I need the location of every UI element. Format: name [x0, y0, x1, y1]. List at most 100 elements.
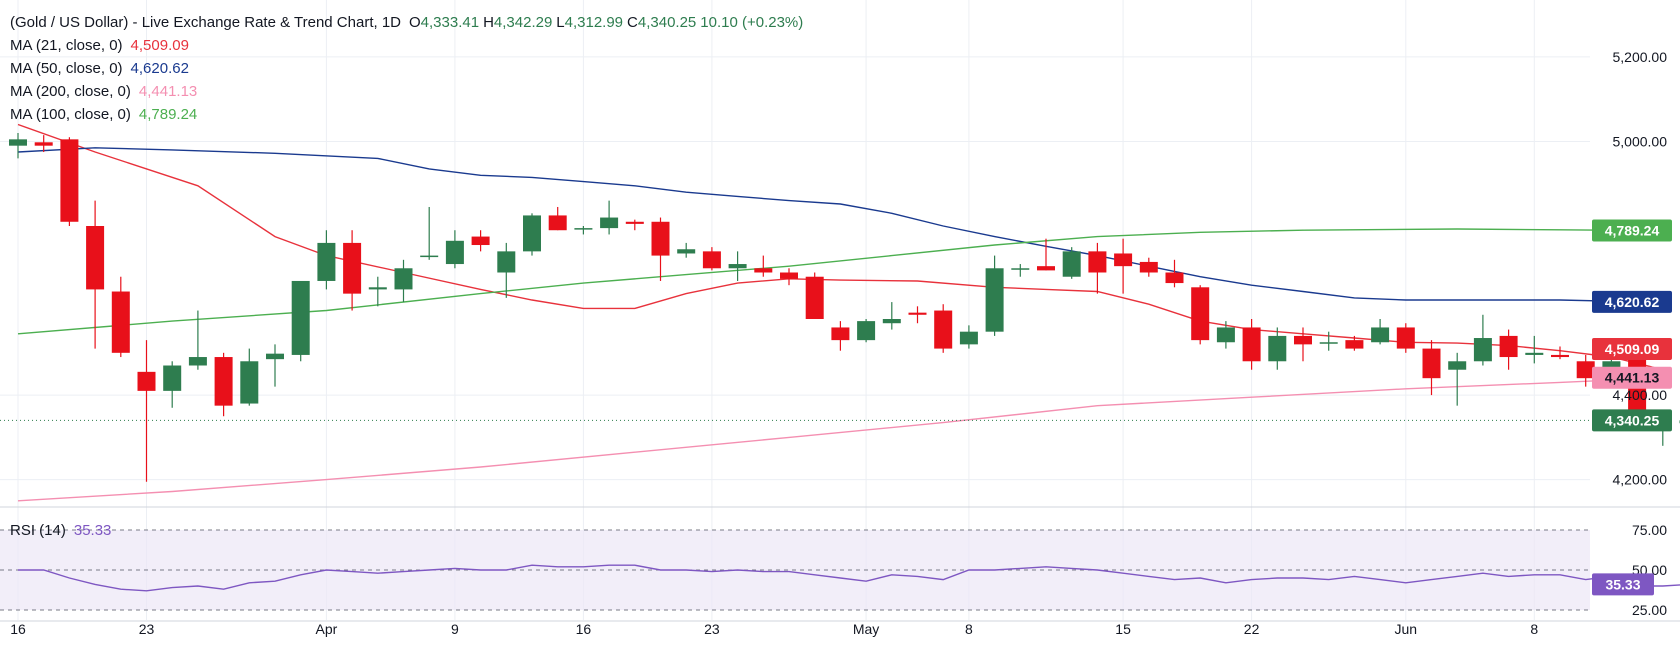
- candle[interactable]: [1166, 260, 1184, 287]
- header-open-value: 4,333.41: [421, 14, 479, 31]
- candle[interactable]: [1243, 319, 1261, 370]
- chart-title: (Gold / US Dollar) - Live Exchange Rate …: [10, 14, 803, 31]
- candle[interactable]: [292, 281, 310, 361]
- candle[interactable]: [677, 243, 695, 258]
- candle[interactable]: [1397, 323, 1415, 353]
- candle[interactable]: [215, 353, 233, 416]
- candle[interactable]: [831, 321, 849, 351]
- candle[interactable]: [35, 135, 53, 152]
- rsi-legend[interactable]: RSI (14)35.33: [10, 522, 111, 539]
- candle[interactable]: [1011, 264, 1029, 277]
- candle[interactable]: [857, 319, 875, 342]
- time-tick-label: 8: [965, 621, 973, 637]
- candle[interactable]: [703, 247, 721, 270]
- candle[interactable]: [395, 260, 413, 302]
- candle[interactable]: [1217, 321, 1235, 348]
- candle[interactable]: [497, 243, 515, 298]
- candle-body: [1088, 251, 1106, 272]
- candle[interactable]: [549, 207, 567, 230]
- candle[interactable]: [1551, 346, 1569, 359]
- legend-value: 4,789.24: [139, 106, 197, 123]
- candle[interactable]: [1063, 247, 1081, 279]
- candle[interactable]: [472, 230, 490, 251]
- price-badge-label: 4,509.09: [1605, 341, 1660, 357]
- candle-body: [986, 268, 1004, 331]
- candle[interactable]: [60, 137, 78, 226]
- candle[interactable]: [883, 302, 901, 329]
- candle[interactable]: [754, 256, 772, 277]
- legend-label: MA (100, close, 0): [10, 106, 131, 123]
- candle[interactable]: [446, 230, 464, 268]
- candle-body: [189, 357, 207, 365]
- header-high-label: H: [483, 14, 494, 31]
- candle-body: [1294, 336, 1312, 344]
- candle[interactable]: [1525, 336, 1543, 363]
- header-close-label: C: [627, 14, 638, 31]
- rsi-tick-label: 75.00: [1632, 522, 1667, 538]
- moving-average-line[interactable]: [18, 229, 1663, 334]
- candle[interactable]: [960, 325, 978, 348]
- candle[interactable]: [1268, 327, 1286, 369]
- legend-item-ma[interactable]: MA (200, close, 0)4,441.13: [10, 83, 197, 100]
- candle[interactable]: [9, 133, 27, 158]
- price-tick-label: 4,400.00: [1613, 387, 1668, 403]
- candle-body: [1320, 342, 1338, 344]
- candle[interactable]: [1500, 330, 1518, 370]
- candle[interactable]: [1371, 319, 1389, 344]
- candle[interactable]: [574, 226, 592, 234]
- rsi-label: RSI (14): [10, 522, 66, 539]
- moving-average-line[interactable]: [18, 378, 1663, 501]
- candle[interactable]: [986, 256, 1004, 336]
- candle-body: [909, 313, 927, 315]
- candle-body: [35, 142, 53, 145]
- moving-average-line[interactable]: [18, 148, 1663, 302]
- candle[interactable]: [343, 230, 361, 310]
- candle[interactable]: [266, 344, 284, 386]
- candle[interactable]: [806, 273, 824, 320]
- candle-body: [9, 139, 27, 145]
- candle[interactable]: [1140, 258, 1158, 277]
- candle[interactable]: [138, 340, 156, 482]
- candle[interactable]: [163, 361, 181, 408]
- candle-body: [215, 357, 233, 406]
- legend-item-ma[interactable]: MA (21, close, 0)4,509.09: [10, 37, 189, 54]
- candle-body: [574, 228, 592, 230]
- legend-value: 4,441.13: [139, 83, 197, 100]
- legend-value: 4,509.09: [131, 37, 189, 54]
- header-high-value: 4,342.29: [494, 14, 552, 31]
- candle[interactable]: [652, 218, 670, 281]
- legend-item-ma[interactable]: MA (100, close, 0) 4,789.24: [10, 106, 197, 123]
- candle[interactable]: [369, 277, 387, 307]
- candle-body: [1500, 336, 1518, 357]
- candle-body: [1551, 355, 1569, 357]
- candle-body: [754, 268, 772, 272]
- price-badge: 4,789.24: [1592, 220, 1672, 242]
- legend-item-ma[interactable]: MA (50, close, 0)4,620.62: [10, 60, 189, 77]
- candle[interactable]: [1294, 327, 1312, 361]
- candle-body: [729, 264, 747, 268]
- candle[interactable]: [600, 201, 618, 235]
- candle[interactable]: [626, 220, 644, 231]
- candle-body: [395, 268, 413, 289]
- candle[interactable]: [1474, 315, 1492, 366]
- price-tick-label: 4,200.00: [1613, 472, 1668, 488]
- candle[interactable]: [780, 268, 798, 285]
- candle[interactable]: [420, 207, 438, 260]
- candle[interactable]: [1448, 353, 1466, 406]
- candle[interactable]: [1037, 239, 1055, 271]
- price-badge-label: 4,340.25: [1605, 412, 1660, 428]
- candle[interactable]: [523, 213, 541, 255]
- candle[interactable]: [909, 306, 927, 323]
- candle[interactable]: [112, 277, 130, 357]
- candle[interactable]: [240, 349, 258, 406]
- candle[interactable]: [1114, 239, 1132, 294]
- candle[interactable]: [1191, 285, 1209, 344]
- candle[interactable]: [934, 304, 952, 353]
- candle[interactable]: [1088, 243, 1106, 294]
- candle-body: [420, 256, 438, 258]
- candle[interactable]: [317, 230, 335, 289]
- candle[interactable]: [729, 251, 747, 281]
- candle[interactable]: [1320, 332, 1338, 351]
